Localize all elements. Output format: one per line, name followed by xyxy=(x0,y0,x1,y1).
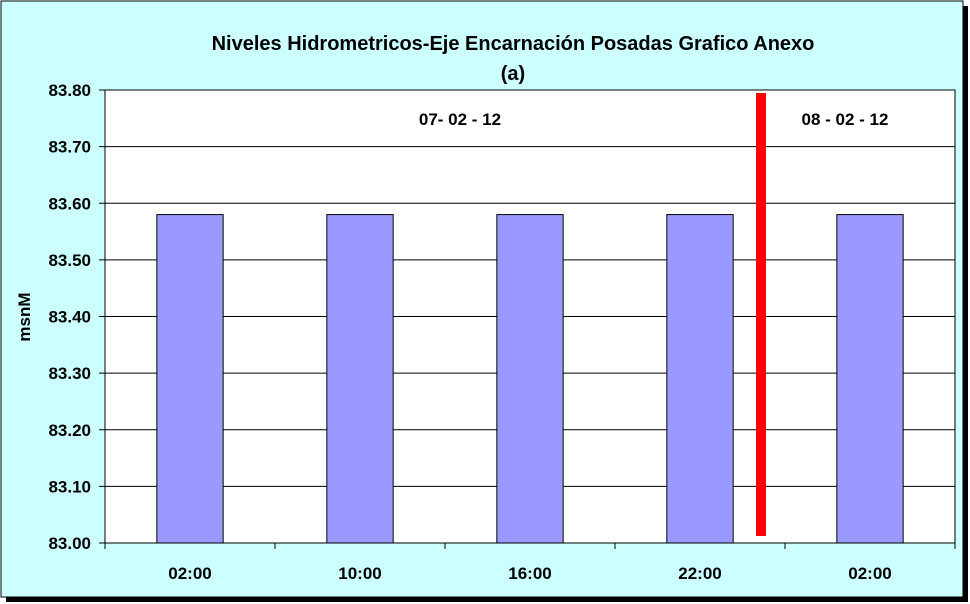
y-tick-label: 83.20 xyxy=(48,421,91,440)
x-tick-label: 16:00 xyxy=(508,564,551,583)
annotation-first-date: 07- 02 - 12 xyxy=(419,110,501,129)
bar xyxy=(326,214,394,544)
x-axis-ticks: 02:00 10:00 16:00 22:00 02:00 xyxy=(104,543,956,583)
y-axis-ticks: 83.00 83.10 83.20 83.30 83.40 83.50 83.60 83.70… xyxy=(48,81,105,553)
y-tick-label: 83.40 xyxy=(48,308,91,327)
bar xyxy=(666,214,734,544)
bars xyxy=(156,214,904,544)
y-axis-label: msnM xyxy=(15,292,34,341)
y-tick-label: 83.80 xyxy=(48,81,91,100)
x-tick-label: 02:00 xyxy=(848,564,891,583)
y-tick-label: 83.10 xyxy=(48,477,91,496)
chart-subtitle: (a) xyxy=(501,63,525,85)
x-tick-label: 02:00 xyxy=(168,564,211,583)
bar xyxy=(836,214,904,544)
bar xyxy=(496,214,564,544)
chart-title: Niveles Hidrometricos-Eje Encarnación Po… xyxy=(212,33,815,55)
y-tick-label: 83.70 xyxy=(48,138,91,157)
date-divider-line xyxy=(756,93,766,536)
x-tick-label: 10:00 xyxy=(338,564,381,583)
y-tick-label: 83.50 xyxy=(48,251,91,270)
bar xyxy=(156,214,224,544)
x-tick-label: 22:00 xyxy=(678,564,721,583)
y-tick-label: 83.00 xyxy=(48,534,91,553)
annotation-second-date: 08 - 02 - 12 xyxy=(802,110,889,129)
y-tick-label: 83.30 xyxy=(48,364,91,383)
y-tick-label: 83.60 xyxy=(48,194,91,213)
